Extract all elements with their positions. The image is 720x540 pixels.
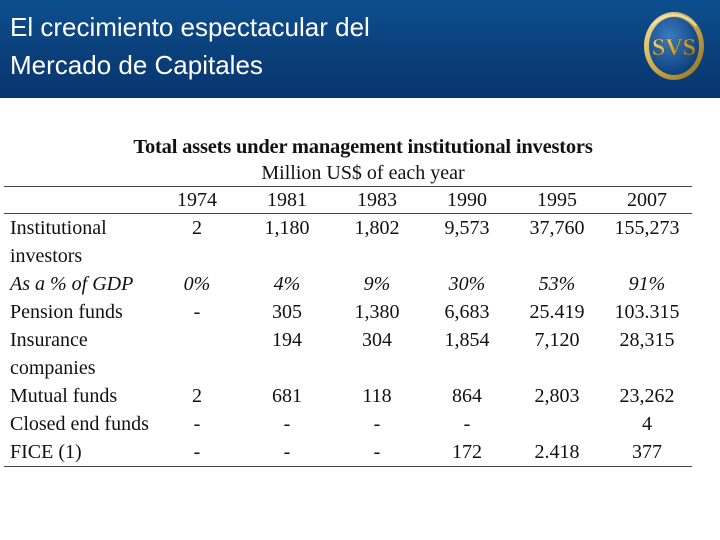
cell-1983: 304 <box>362 329 392 351</box>
cell-1983: 1,802 <box>354 217 400 239</box>
assets-table-panel: Total assets under management institutio… <box>4 134 692 467</box>
cell-1990: 6,683 <box>444 301 490 323</box>
year-header-2007: 2007 <box>602 186 692 214</box>
table-row: Insurance companies 194 304 1,854 7,120 28,31… <box>4 326 692 382</box>
table-row: FICE (1) - - -172 2.418 377 <box>4 438 692 467</box>
cell-1995: 53% <box>538 273 576 295</box>
cell-1983: 1,380 <box>354 301 400 323</box>
header-blank-cell <box>4 186 152 214</box>
table-subtitle: Million US$ of each year <box>261 162 465 184</box>
cell-2007: 4 <box>642 413 652 435</box>
cell-2007: 103.315 <box>614 301 680 323</box>
slide-title-line-1: El crecimiento espectacular del <box>10 12 370 42</box>
cell-1981: 4% <box>273 273 301 295</box>
table-row: Institutional investors 2 1,180 1,802 9,573 3… <box>4 214 692 271</box>
row-label: Mutual funds <box>10 385 118 407</box>
cell-1983: 118 <box>362 385 392 407</box>
row-label: Closed end funds <box>10 413 149 435</box>
row-label: As a % of GDP <box>10 273 134 295</box>
cell-2007: 377 <box>602 438 692 467</box>
year-header-1983: 1983 <box>332 186 422 214</box>
cell-1990: - <box>463 413 471 435</box>
cell-1995: 2.418 <box>512 438 602 467</box>
cell-1990: 1,854 <box>444 329 490 351</box>
year-header-1974: 1974 <box>152 186 242 214</box>
cell-1995: 37,760 <box>529 217 585 239</box>
cell-1981: 305 <box>272 301 302 323</box>
table-row: Mutual funds 2 681 118 864 2,803 23,262 <box>4 382 692 410</box>
cell-1990: 864 <box>452 385 482 407</box>
cell-1974: 2 <box>192 385 202 407</box>
year-header-1995: 1995 <box>512 186 602 214</box>
row-label: Pension funds <box>10 301 123 323</box>
logo-text: SVS <box>652 35 696 61</box>
year-header-1990: 1990 <box>422 186 512 214</box>
cell-1981: 1,180 <box>264 217 310 239</box>
cell-1983: 9% <box>363 273 391 295</box>
cell-1995: 2,803 <box>534 385 580 407</box>
table-row: Pension funds - 305 1,380 6,683 25.419 103.315 <box>4 298 692 326</box>
row-label: Insurance companies <box>10 329 96 379</box>
cell-1974: 0% <box>183 273 211 295</box>
svs-logo: SVS <box>644 12 704 80</box>
cell-1995 <box>512 410 602 438</box>
cell-1981: - <box>283 413 291 435</box>
cell-1983: - <box>373 413 381 435</box>
cell-1981: - <box>242 438 332 467</box>
cell-1974 <box>152 326 242 382</box>
row-label: Institutional investors <box>10 217 107 267</box>
cell-2007: 23,262 <box>619 385 675 407</box>
slide-title: El crecimiento espectacular del Mercado … <box>10 8 610 84</box>
table-header-row: 1974 1981 1983 1990 1995 2007 <box>4 186 692 214</box>
cell-1981: 681 <box>272 385 302 407</box>
table-title: Total assets under management institutio… <box>133 136 593 158</box>
cell-1995: 7,120 <box>534 329 580 351</box>
cell-1974: - <box>193 301 201 323</box>
cell-1990: 172 <box>422 438 512 467</box>
cell-2007: 28,315 <box>619 329 675 351</box>
table-row: As a % of GDP 0% 4% 9% 30% 53% 91% <box>4 270 692 298</box>
slide-header: El crecimiento espectacular del Mercado … <box>0 0 720 98</box>
cell-1995: 25.419 <box>529 301 585 323</box>
cell-1981: 194 <box>272 329 302 351</box>
cell-1974: 2 <box>192 217 202 239</box>
assets-table: 1974 1981 1983 1990 1995 2007 Institutional in… <box>4 186 692 467</box>
cell-1974: - <box>152 438 242 467</box>
cell-1990: 9,573 <box>444 217 490 239</box>
row-label: FICE (1) <box>4 438 152 467</box>
year-header-1981: 1981 <box>242 186 332 214</box>
cell-2007: 155,273 <box>614 217 680 239</box>
cell-1974: - <box>193 413 201 435</box>
cell-1990: 30% <box>448 273 486 295</box>
cell-1983: - <box>332 438 422 467</box>
table-row: Closed end funds - - - - 4 <box>4 410 692 438</box>
cell-2007: 91% <box>628 273 666 295</box>
slide-title-line-2: Mercado de Capitales <box>10 50 263 80</box>
